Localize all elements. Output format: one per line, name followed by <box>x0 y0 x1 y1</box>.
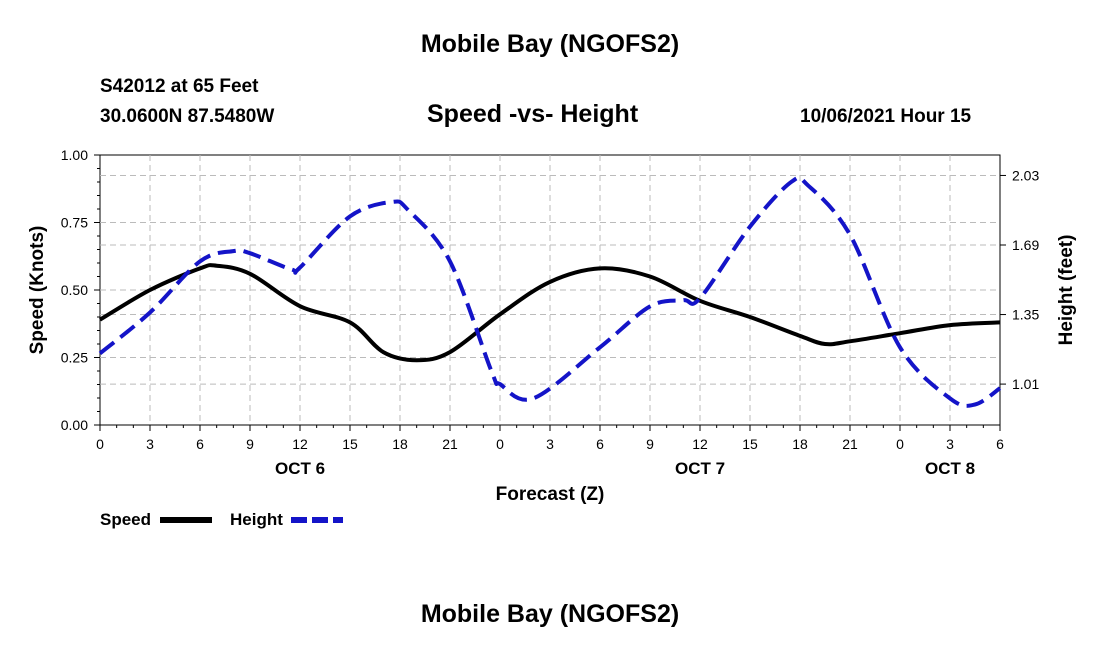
x-tick-label: 12 <box>692 436 708 452</box>
y-tick-label: 0.75 <box>61 215 88 231</box>
y-tick-label: 0.50 <box>61 282 88 298</box>
date-label: OCT 6 <box>275 459 325 478</box>
x-tick-label: 6 <box>596 436 604 452</box>
chart-title: Speed -vs- Height <box>427 100 639 128</box>
x-tick-label: 18 <box>392 436 408 452</box>
y-right-axis-title: Height (feet) <box>1056 235 1077 346</box>
x-tick-label: 0 <box>96 436 104 452</box>
y-right-tick-label: 1.69 <box>1012 237 1039 253</box>
x-tick-label: 15 <box>742 436 758 452</box>
y-axis-title: Speed (Knots) <box>27 226 48 355</box>
x-tick-label: 21 <box>442 436 458 452</box>
x-tick-label: 12 <box>292 436 308 452</box>
x-tick-label: 3 <box>946 436 954 452</box>
x-axis-title: Forecast (Z) <box>496 484 605 505</box>
bottom-title: Mobile Bay (NGOFS2) <box>420 600 680 628</box>
x-tick-label: 3 <box>146 436 154 452</box>
y-right-tick-label: 1.35 <box>1012 307 1039 323</box>
date-label: OCT 7 <box>675 459 725 478</box>
x-tick-label: 6 <box>196 436 204 452</box>
station-label: S42012 at 65 Feet <box>100 76 259 97</box>
x-tick-label: 6 <box>996 436 1004 452</box>
y-right-tick-label: 2.03 <box>1012 167 1039 183</box>
x-tick-label: 9 <box>246 436 254 452</box>
legend-speed-label: Speed <box>100 510 152 529</box>
legend-height-label: Height <box>230 510 283 529</box>
x-tick-label: 0 <box>496 436 504 452</box>
y-right-tick-label: 1.01 <box>1012 376 1039 392</box>
y-tick-label: 0.25 <box>61 350 88 366</box>
series-line-speed <box>98 263 1001 363</box>
forecast-timestamp: 10/06/2021 Hour 15 <box>800 106 972 127</box>
date-label: OCT 8 <box>925 459 975 478</box>
x-tick-label: 9 <box>646 436 654 452</box>
x-tick-label: 18 <box>792 436 808 452</box>
x-tick-label: 21 <box>842 436 858 452</box>
top-title: Mobile Bay (NGOFS2) <box>420 30 680 58</box>
x-tick-label: 15 <box>342 436 358 452</box>
x-tick-label: 0 <box>896 436 904 452</box>
station-coordinates: 30.0600N 87.5480W <box>100 106 275 127</box>
x-tick-label: 3 <box>546 436 554 452</box>
y-tick-label: 0.00 <box>61 417 88 433</box>
y-tick-label: 1.00 <box>61 147 88 163</box>
series-line-height <box>98 175 1002 408</box>
